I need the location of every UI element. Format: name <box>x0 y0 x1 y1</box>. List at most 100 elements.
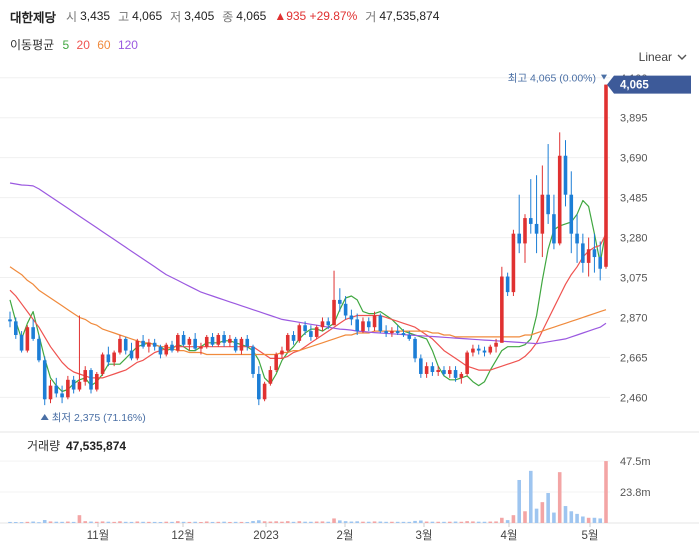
close-value: 4,065 <box>236 9 267 23</box>
volume-bar <box>37 522 41 524</box>
candle <box>366 317 371 332</box>
candlestick-series[interactable] <box>8 84 608 406</box>
volume-label: 거 <box>365 9 377 24</box>
volume-bar <box>95 521 99 523</box>
volume-bar <box>546 493 550 523</box>
candle-body <box>123 338 128 351</box>
candle-body <box>170 344 174 351</box>
candle-body <box>326 321 331 326</box>
candle-body <box>598 257 603 269</box>
volume-bar <box>447 521 452 523</box>
candle <box>170 340 174 353</box>
candle <box>419 354 423 378</box>
x-tick-label: 5월 <box>582 529 599 542</box>
volume-bar <box>309 521 313 523</box>
candle <box>390 327 394 337</box>
volume-bar <box>66 521 70 523</box>
candle-body <box>459 373 464 378</box>
candle-body <box>355 319 359 332</box>
candle <box>500 266 504 343</box>
candle <box>176 333 180 353</box>
candle <box>152 338 157 351</box>
volume-bar <box>332 518 336 523</box>
y-tick-label: 3,690 <box>620 153 648 165</box>
candle-body <box>540 194 545 234</box>
candle-body <box>100 354 105 374</box>
volume-bar <box>436 521 440 523</box>
y-tick-label: 2,460 <box>620 392 648 404</box>
high-value: 4,065 <box>132 9 163 23</box>
volume-bar <box>552 512 556 523</box>
volume-bar <box>222 521 226 523</box>
candle-body <box>309 331 313 337</box>
candle <box>274 352 278 373</box>
candle-body <box>436 370 440 373</box>
candle <box>413 336 417 363</box>
change-value: ▲935 +29.87% <box>274 9 358 23</box>
candle <box>112 350 116 367</box>
volume-bar <box>176 521 180 523</box>
volume-bar <box>210 521 215 523</box>
volume-bar <box>517 479 521 523</box>
volume-bar <box>372 521 377 523</box>
candle <box>309 325 313 341</box>
candle-body <box>291 334 296 341</box>
candle <box>123 336 128 355</box>
volume-bar <box>233 521 238 523</box>
volume-bar <box>42 520 47 523</box>
candle-body <box>528 218 533 224</box>
volume-bar <box>378 521 383 523</box>
moving-average-lines <box>9 182 607 393</box>
candle <box>349 309 354 326</box>
candle-body <box>54 385 59 394</box>
candle-body <box>222 334 226 343</box>
time-axis: 11월 12월 2023 2월 3월 4월 5월 <box>87 523 599 542</box>
candle-body <box>239 338 244 351</box>
candle <box>193 333 197 351</box>
volume-bar <box>181 521 186 523</box>
low-value: 3,405 <box>184 9 215 23</box>
candle <box>228 334 232 347</box>
volume-bar <box>442 521 446 523</box>
candle <box>378 313 383 334</box>
scale-dropdown[interactable]: Linear <box>639 50 687 64</box>
ma-120-label[interactable]: 120 <box>117 38 138 52</box>
candle-body <box>569 194 574 234</box>
candle-body <box>285 334 290 351</box>
volume-bar <box>575 513 579 523</box>
candle <box>557 132 562 246</box>
ma-60-label[interactable]: 60 <box>97 38 111 52</box>
ma-20-label[interactable]: 20 <box>76 38 90 52</box>
ma-120-line <box>9 182 607 345</box>
candle <box>60 385 64 404</box>
candle-body <box>476 348 481 351</box>
candle <box>135 338 140 361</box>
candle-body <box>366 321 371 328</box>
candle <box>407 331 412 341</box>
x-tick-label: 12월 <box>171 529 194 542</box>
candle-body <box>407 334 412 339</box>
high-label: 고 <box>118 9 130 24</box>
candle-body <box>430 366 435 373</box>
y-tick-label: 2,665 <box>620 352 648 364</box>
candle <box>575 214 579 263</box>
candle-body <box>37 338 41 361</box>
candle <box>245 334 250 351</box>
volume-bar <box>592 517 597 523</box>
candle-body <box>453 370 458 378</box>
last-price-tag <box>607 75 691 94</box>
volume-bar <box>13 522 18 524</box>
candle-body <box>25 327 30 351</box>
candle <box>285 333 290 353</box>
high-marker-icon <box>601 74 607 80</box>
volume-bar <box>413 520 417 523</box>
volume-bar <box>326 521 331 523</box>
candle-body <box>112 352 116 363</box>
candle-body <box>343 303 348 316</box>
price-axis: 4,1003,8953,6903,4853,2803,0752,8702,665… <box>620 73 648 405</box>
candle-body <box>297 325 302 341</box>
volume-bar <box>280 521 284 523</box>
ma-5-label[interactable]: 5 <box>62 38 70 52</box>
candle <box>494 338 498 353</box>
scale-label: Linear <box>638 50 672 64</box>
